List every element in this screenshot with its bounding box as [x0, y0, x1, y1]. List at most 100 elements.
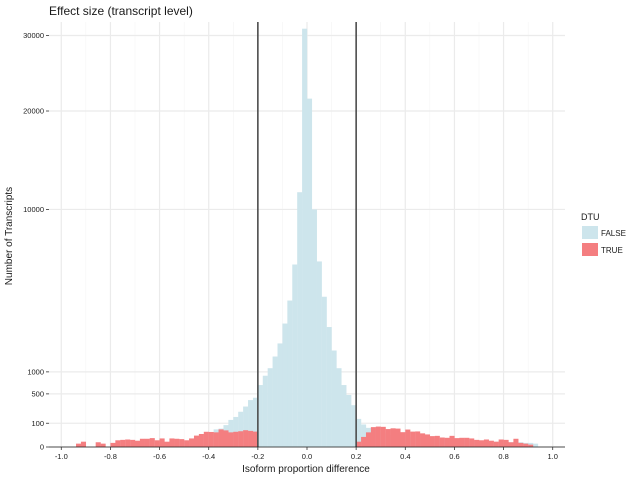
- true-bar-14: [159, 438, 165, 447]
- true-bar-61: [488, 440, 494, 447]
- true-bar-1: [80, 441, 87, 447]
- false-bar-30: [356, 418, 362, 447]
- true-bar-20: [189, 438, 195, 447]
- true-bar-0: [76, 443, 82, 447]
- true-bar-6: [120, 439, 126, 447]
- true-bar-11: [144, 438, 150, 447]
- true-bar-31: [243, 430, 249, 447]
- true-bar-63: [498, 439, 504, 447]
- true-bar-9: [135, 440, 141, 447]
- true-bar-60: [483, 439, 489, 447]
- true-bar-22: [198, 433, 204, 447]
- true-bar-3: [100, 443, 106, 447]
- true-bar-54: [454, 438, 460, 447]
- y-tick-label-0: 0: [40, 443, 44, 452]
- true-bar-21: [193, 435, 200, 447]
- series-true-bars: [76, 426, 534, 447]
- true-bar-41: [390, 428, 396, 447]
- true-bar-48: [424, 434, 431, 447]
- false-bar-9: [252, 397, 259, 447]
- true-bar-25: [213, 432, 219, 447]
- y-tick-label-4: 10000: [23, 205, 44, 214]
- y-tick-label-3: 1000: [27, 367, 44, 376]
- true-bar-51: [439, 437, 445, 447]
- false-bar-22: [316, 261, 322, 447]
- x-tick-label-1: -0.8: [104, 452, 117, 461]
- false-bar-8: [248, 400, 254, 447]
- false-bar-15: [282, 323, 288, 447]
- true-bar-62: [493, 441, 499, 447]
- y-axis-title: Number of Transcripts: [4, 187, 15, 285]
- true-bar-28: [228, 432, 234, 447]
- x-tick-label-9: 0.8: [498, 452, 508, 461]
- false-bar-31: [361, 424, 367, 447]
- false-bar-12: [267, 368, 273, 447]
- true-bar-56: [464, 437, 470, 447]
- true-bar-49: [429, 436, 435, 447]
- false-bar-28: [346, 394, 352, 447]
- true-bar-57: [469, 438, 475, 447]
- legend-swatch-true: [582, 243, 598, 256]
- x-tick-label-5: 0.0: [302, 452, 312, 461]
- true-bar-4: [110, 442, 116, 447]
- legend: DTU FALSE TRUE: [581, 212, 626, 256]
- legend-swatch-false: [582, 226, 598, 239]
- y-tick-label-1: 100: [31, 419, 44, 428]
- chart-title: Effect size (transcript level): [49, 4, 193, 18]
- false-bar-13: [272, 356, 278, 447]
- legend-label-true: TRUE: [601, 246, 623, 255]
- true-bar-46: [415, 431, 421, 447]
- true-bar-24: [208, 431, 214, 447]
- true-bar-29: [233, 431, 239, 447]
- false-bar-7: [243, 406, 249, 447]
- true-bar-37: [370, 427, 376, 447]
- x-tick-label-10: 1.0: [547, 452, 557, 461]
- false-bar-10: [257, 385, 263, 447]
- y-tick-label-5: 20000: [23, 107, 44, 116]
- true-bar-2: [95, 442, 101, 447]
- false-bar-14: [277, 343, 283, 447]
- true-bar-16: [169, 438, 175, 447]
- true-bar-13: [154, 440, 160, 447]
- true-bar-55: [459, 437, 465, 447]
- true-bar-59: [479, 440, 485, 447]
- legend-label-false: FALSE: [601, 229, 626, 238]
- true-bar-10: [139, 438, 145, 447]
- true-bar-40: [385, 429, 391, 447]
- true-bar-15: [164, 441, 170, 447]
- x-axis-title: Isoform proportion difference: [242, 464, 370, 475]
- false-bar-23: [321, 296, 327, 447]
- true-bar-23: [203, 431, 209, 447]
- true-bar-18: [179, 439, 185, 447]
- true-bar-47: [420, 433, 426, 447]
- true-bar-69: [528, 444, 534, 447]
- true-bar-30: [238, 431, 244, 447]
- true-bar-7: [125, 439, 131, 447]
- x-tick-label-4: -0.2: [251, 452, 264, 461]
- y-axis-ticks: 0 100 500 1000 10000 20000 30000: [23, 31, 49, 452]
- x-tick-label-8: 0.6: [449, 452, 459, 461]
- true-bar-67: [518, 442, 524, 447]
- true-bar-27: [223, 430, 229, 447]
- threshold-lines: [257, 22, 357, 447]
- false-bar-25: [331, 350, 337, 447]
- true-bar-36: [365, 432, 372, 447]
- true-bar-45: [410, 431, 416, 447]
- true-bar-53: [449, 435, 455, 447]
- false-bar-16: [287, 300, 293, 447]
- false-bar-11: [262, 375, 268, 447]
- true-bar-38: [375, 426, 381, 447]
- true-bar-12: [149, 438, 155, 447]
- false-bar-17: [292, 264, 298, 447]
- true-bar-19: [184, 440, 190, 447]
- x-tick-label-7: 0.4: [400, 452, 410, 461]
- true-bar-43: [400, 432, 406, 447]
- true-bar-39: [380, 426, 386, 447]
- x-tick-label-3: -0.4: [202, 452, 215, 461]
- true-bar-50: [434, 435, 440, 447]
- true-bar-26: [218, 429, 224, 447]
- false-bar-6: [238, 411, 244, 447]
- true-bar-34: [356, 441, 362, 447]
- true-bar-65: [508, 442, 514, 447]
